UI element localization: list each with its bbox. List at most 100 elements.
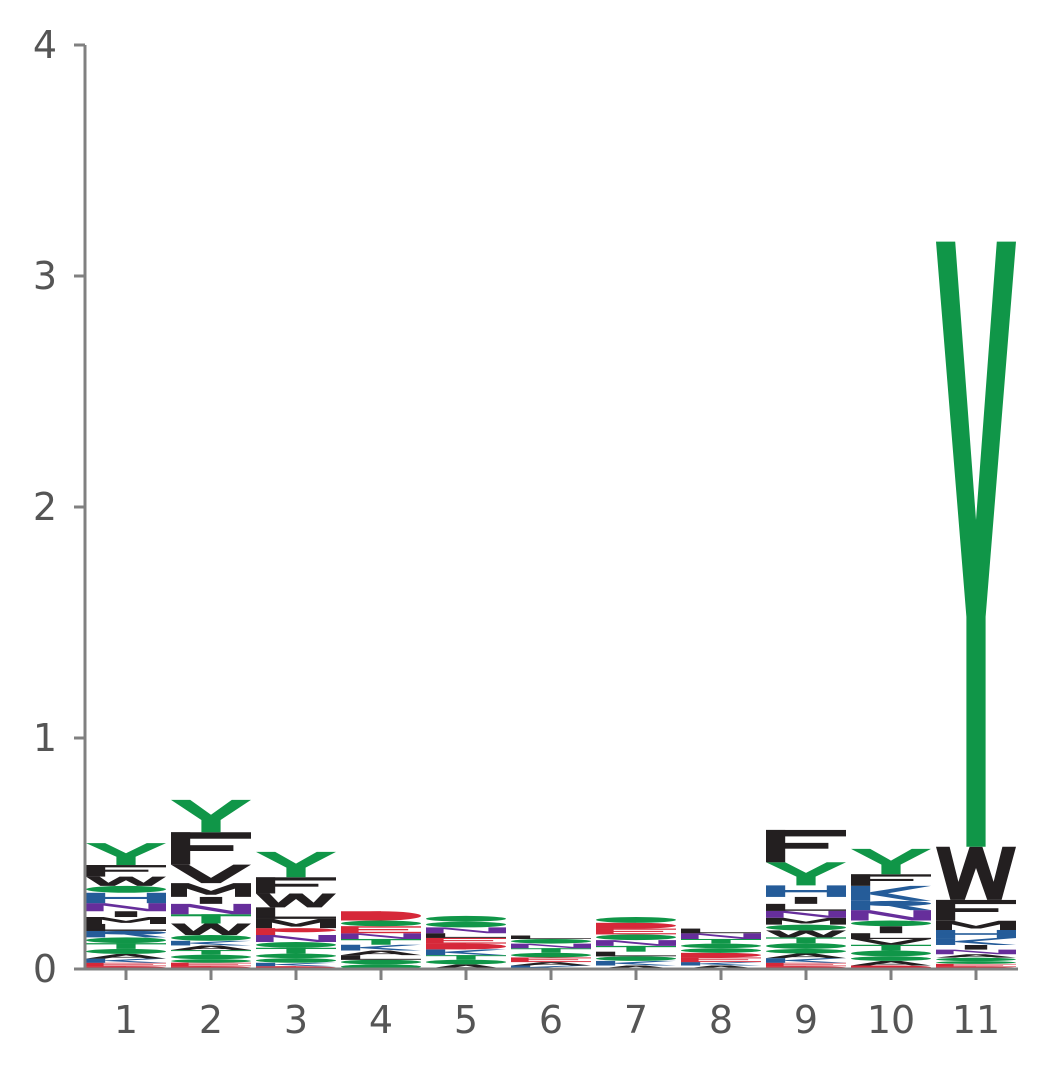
logo-letter-a xyxy=(171,945,251,951)
letter-stroke xyxy=(426,940,494,942)
letter-stroke xyxy=(952,956,1000,957)
letter-stroke xyxy=(936,908,999,912)
logo-letter-a xyxy=(936,954,1016,958)
y-tick-label: 4 xyxy=(33,23,57,67)
logo-letter-t xyxy=(171,950,251,955)
letter-stroke xyxy=(426,921,506,928)
letter-stroke xyxy=(86,930,106,938)
letter-stroke xyxy=(286,947,306,954)
logo-letter-n xyxy=(341,933,421,939)
logo-letter-k xyxy=(681,962,761,966)
logo-letter-s xyxy=(681,948,761,953)
letter-stroke xyxy=(766,924,846,931)
logo-letter-g xyxy=(681,943,761,949)
y-tick-label: 2 xyxy=(33,485,57,529)
letter-stroke xyxy=(936,920,1016,930)
letter-stacks xyxy=(86,241,1016,969)
letter-stroke xyxy=(341,933,421,939)
letter-stroke xyxy=(766,962,846,964)
logo-letter-l xyxy=(596,951,676,957)
letter-stroke xyxy=(256,941,336,948)
letter-stroke xyxy=(86,885,166,893)
logo-letter-k xyxy=(851,885,931,901)
letter-stroke xyxy=(371,938,391,945)
letter-stroke xyxy=(851,885,871,901)
logo-letter-n xyxy=(256,935,336,942)
logo-letter-h xyxy=(936,929,1016,939)
logo-letter-a xyxy=(511,962,591,966)
letter-stroke xyxy=(201,914,221,924)
logo-letter-g xyxy=(426,959,506,965)
letter-stroke xyxy=(879,926,903,934)
letter-stroke xyxy=(851,920,931,927)
letter-stroke xyxy=(766,909,846,911)
logo-letter-w xyxy=(766,930,846,938)
logo-letter-f xyxy=(171,832,251,865)
letter-stroke xyxy=(785,958,846,963)
letter-stroke xyxy=(511,935,531,939)
letter-stroke xyxy=(341,958,421,960)
letter-stroke xyxy=(86,865,166,868)
letter-stroke xyxy=(936,241,1016,847)
letter-stroke xyxy=(851,965,891,969)
logo-letter-t xyxy=(851,944,931,951)
letter-stroke xyxy=(851,933,871,939)
letter-stroke xyxy=(955,938,1016,945)
letter-stroke xyxy=(766,889,846,893)
letter-stroke xyxy=(851,960,931,966)
letter-stroke xyxy=(766,829,786,863)
logo-letter-i xyxy=(794,896,818,904)
letter-stroke xyxy=(681,932,761,934)
x-tick-label: 4 xyxy=(369,998,393,1042)
letter-stroke xyxy=(341,955,361,960)
x-tick-label: 2 xyxy=(199,998,223,1042)
letter-stroke xyxy=(86,965,166,967)
letter-stroke xyxy=(936,846,1016,900)
letter-stroke xyxy=(171,940,191,946)
logo-letter-y xyxy=(936,241,1016,847)
y-tick-label: 3 xyxy=(33,254,57,298)
letter-stroke xyxy=(426,959,506,965)
letter-stroke xyxy=(936,899,1016,905)
letter-stroke xyxy=(681,957,699,963)
letter-stroke xyxy=(256,958,336,963)
letter-stroke xyxy=(426,936,506,938)
logo-letter-c xyxy=(596,917,676,923)
letter-stroke xyxy=(94,930,166,935)
letter-stroke xyxy=(86,953,166,959)
letter-stroke xyxy=(256,916,336,919)
logo-letter-m xyxy=(256,918,336,929)
letter-stroke xyxy=(870,885,931,901)
letter-stroke xyxy=(766,965,846,967)
logo-letter-c xyxy=(426,915,506,922)
x-axis-ticks: 1 2 3 4 5 6 7 8 9 10 11 xyxy=(114,969,1000,1042)
logo-letter-e xyxy=(936,963,1016,967)
logo-letter-g xyxy=(86,948,166,954)
letter-stroke xyxy=(360,944,421,951)
logo-letter-w xyxy=(936,846,1016,900)
letter-stroke xyxy=(766,829,846,837)
letter-stroke xyxy=(964,944,988,950)
letter-stroke xyxy=(596,928,614,935)
logo-letter-l xyxy=(86,923,166,931)
logo-letter-c xyxy=(86,885,166,893)
letter-stroke xyxy=(86,929,166,931)
letter-stroke xyxy=(681,952,721,958)
logo-letter-n xyxy=(766,910,846,918)
logo-letter-r xyxy=(851,900,931,911)
letter-stroke xyxy=(626,945,646,952)
logo-letter-w xyxy=(256,893,336,908)
letter-stroke xyxy=(171,962,251,964)
logo-letter-l xyxy=(851,933,931,939)
letter-stroke xyxy=(190,940,251,946)
letter-stroke xyxy=(511,959,579,961)
logo-letter-c xyxy=(171,935,251,941)
logo-letter-l xyxy=(681,928,761,934)
letter-stroke xyxy=(86,865,106,877)
logo-letter-m xyxy=(86,917,166,924)
letter-stroke xyxy=(86,869,149,872)
letter-stroke xyxy=(936,961,1016,964)
letter-stroke xyxy=(187,948,235,950)
logo-letter-y xyxy=(86,843,166,866)
letter-stroke xyxy=(171,923,251,936)
